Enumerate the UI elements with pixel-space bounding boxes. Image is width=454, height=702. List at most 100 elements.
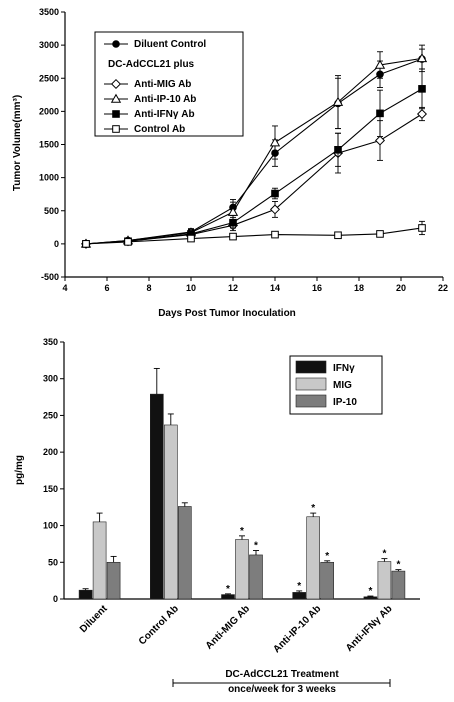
bar-legend-entries: IFNγ MIG IP-10 [295, 360, 357, 408]
x-tick-label: 16 [312, 283, 322, 293]
bar-ip-10 [320, 561, 335, 600]
data-point [227, 206, 239, 216]
bar-mig [306, 516, 321, 600]
bar-group-anti-mig-ab: * * * [221, 526, 263, 600]
series-line [85, 88, 423, 245]
significance-mark: * [311, 503, 315, 514]
line-chart-legend: Diluent Control Anti-MIG Ab Anti-IP-10 Ab A… [94, 31, 244, 137]
bar-y-axis-title: pg/mg [14, 455, 25, 485]
bar-mig [377, 561, 392, 600]
legend-header: DC-AdCCL21 plus [108, 59, 195, 70]
category-label-diluent: Diluent [78, 603, 110, 635]
legend-label-ifn: IFNγ [333, 363, 355, 374]
category-label-control-ab: Control Ab [137, 603, 181, 647]
x-tick-label: 8 [146, 283, 151, 293]
bar-y-tick-label: 0 [53, 594, 58, 604]
significance-mark: * [226, 584, 230, 595]
data-point [416, 109, 428, 120]
x-axis-title: Days Post Tumor Inoculation [158, 308, 296, 319]
x-tick-label: 20 [396, 283, 406, 293]
data-point [332, 96, 344, 106]
legend-label-ip-10: IP-10 [333, 397, 357, 408]
line-chart-x-ticks: 4 6 8 10 12 14 16 18 20 22 [62, 277, 448, 293]
data-point [271, 189, 279, 198]
legend-swatch-ip-10 [295, 394, 327, 408]
bar-ip-10 [178, 506, 192, 600]
data-point [269, 137, 281, 147]
x-tick-label: 14 [270, 283, 280, 293]
bar-y-tick-label: 200 [43, 447, 58, 457]
x-tick-label: 22 [438, 283, 448, 293]
data-point [334, 146, 342, 154]
legend-label-anti-ip-10-ab: Anti-IP-10 Ab [134, 94, 196, 105]
bar-chart-categories: Diluent Control Ab Anti-MIG Ab Anti-IP-10 A… [78, 603, 395, 655]
series-anti-ip-10-ab [80, 44, 428, 248]
y-tick-label: -500 [41, 272, 59, 282]
data-point [416, 53, 428, 63]
legend-label-diluent-control: Diluent Control [134, 39, 206, 50]
legend-marker [112, 40, 120, 48]
bar-ip-10 [391, 570, 406, 600]
bar-group-diluent [78, 512, 121, 600]
x-tick-label: 10 [186, 283, 196, 293]
bar-ifn [78, 589, 93, 600]
x-tick-label: 18 [354, 283, 364, 293]
y-tick-label: 0 [54, 239, 59, 249]
legend-label-control-ab: Control Ab [134, 124, 185, 135]
data-point [229, 218, 237, 227]
bar-mig [164, 424, 178, 600]
line-chart-y-ticks: -500 0 500 1000 1500 2000 2500 3000 3500 [39, 7, 65, 282]
y-tick-label: 3000 [39, 40, 59, 50]
bar-ifn [221, 594, 235, 600]
data-point [376, 109, 384, 118]
significance-mark: * [396, 560, 400, 571]
y-tick-label: 2000 [39, 106, 59, 116]
y-tick-label: 500 [44, 206, 59, 216]
bar-y-tick-label: 350 [43, 337, 58, 347]
bar-ip-10 [249, 554, 263, 600]
data-point [82, 240, 90, 248]
bar-mig [92, 521, 107, 600]
bar-ifn [150, 393, 164, 600]
data-point [229, 232, 237, 241]
x-tick-label: 6 [104, 283, 109, 293]
bar-y-tick-label: 50 [48, 557, 58, 567]
bar-chart-y-ticks: 0 50 100 150 200 250 300 350 [43, 337, 64, 604]
legend-marker [110, 78, 122, 90]
x-tick-label: 12 [228, 283, 238, 293]
series-control-ab [82, 220, 426, 248]
legend-marker [112, 110, 120, 118]
y-tick-label: 3500 [39, 7, 59, 17]
bar-group-anti-ifn-ab: * * * [363, 549, 406, 600]
bar-y-tick-label: 300 [43, 374, 58, 384]
significance-mark: * [254, 541, 258, 552]
legend-label-mig: MIG [333, 380, 352, 391]
category-label-anti-ip-10-ab: Anti-IP-10 Ab [271, 603, 323, 655]
cytokine-bar-chart: 0 50 100 150 200 250 300 350 * * * * * * * * * Diluent C… [14, 337, 420, 695]
x-tick-label: 4 [62, 283, 67, 293]
data-point [271, 230, 279, 239]
legend-entries: Diluent Control Anti-MIG Ab Anti-IP-10 Ab A… [104, 39, 206, 135]
y-axis-title: Tumor Volume(mm³) [12, 95, 23, 191]
y-tick-label: 2500 [39, 73, 59, 83]
data-point [418, 224, 426, 232]
line-chart-series [80, 44, 428, 249]
bar-group-control-ab [150, 367, 192, 600]
data-point [187, 234, 195, 243]
series-line [85, 57, 423, 245]
bar-ifn [363, 596, 378, 600]
bar-y-tick-label: 250 [43, 410, 58, 420]
legend-label-anti-mig-ab: Anti-MIG Ab [134, 79, 191, 90]
series-line [85, 227, 423, 245]
significance-mark: * [297, 581, 301, 592]
bar-ifn [292, 592, 307, 600]
legend-marker [112, 125, 120, 133]
data-point [376, 230, 384, 238]
data-point [374, 135, 386, 146]
category-label-anti-mig-ab: Anti-MIG Ab [204, 603, 252, 651]
treatment-bracket: DC-AdCCL21 Treatment once/week for 3 wee… [172, 669, 391, 695]
bar-y-tick-label: 100 [43, 521, 58, 531]
bracket-label-2: once/week for 3 weeks [228, 684, 336, 695]
bar-ip-10 [106, 561, 121, 600]
